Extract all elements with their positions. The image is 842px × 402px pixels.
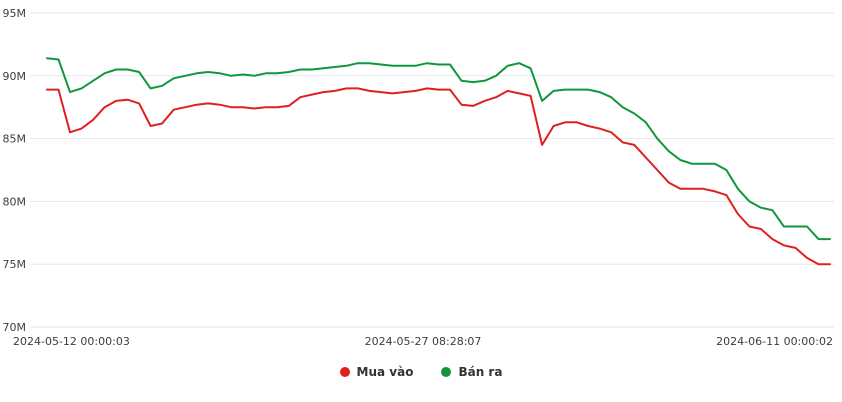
x-tick-middle: 2024-05-27 08:28:07 bbox=[364, 335, 482, 348]
x-axis-labels: 2024-05-12 00:00:03 2024-05-27 08:28:07 … bbox=[0, 332, 842, 348]
plot-canvas[interactable]: 95M 90M 85M 80M 75M 70M bbox=[0, 0, 842, 332]
svg-text:70M: 70M bbox=[3, 321, 27, 332]
chart-legend: Mua vào Bán ra bbox=[0, 365, 842, 379]
legend-label-buy: Mua vào bbox=[356, 365, 414, 379]
svg-text:80M: 80M bbox=[3, 195, 27, 208]
legend-marker-buy-icon bbox=[339, 367, 350, 377]
legend-item-ban-ra[interactable]: Bán ra bbox=[441, 365, 502, 379]
svg-text:90M: 90M bbox=[3, 70, 27, 83]
x-tick-start: 2024-05-12 00:00:03 bbox=[13, 335, 130, 348]
legend-marker-sell-icon bbox=[441, 367, 452, 377]
svg-text:95M: 95M bbox=[3, 7, 27, 20]
x-tick-end: 2024-06-11 00:00:02 bbox=[716, 335, 833, 348]
legend-item-mua-vao[interactable]: Mua vào bbox=[339, 365, 414, 379]
legend-label-sell: Bán ra bbox=[458, 365, 503, 379]
svg-text:75M: 75M bbox=[3, 258, 27, 271]
svg-text:85M: 85M bbox=[3, 133, 27, 146]
